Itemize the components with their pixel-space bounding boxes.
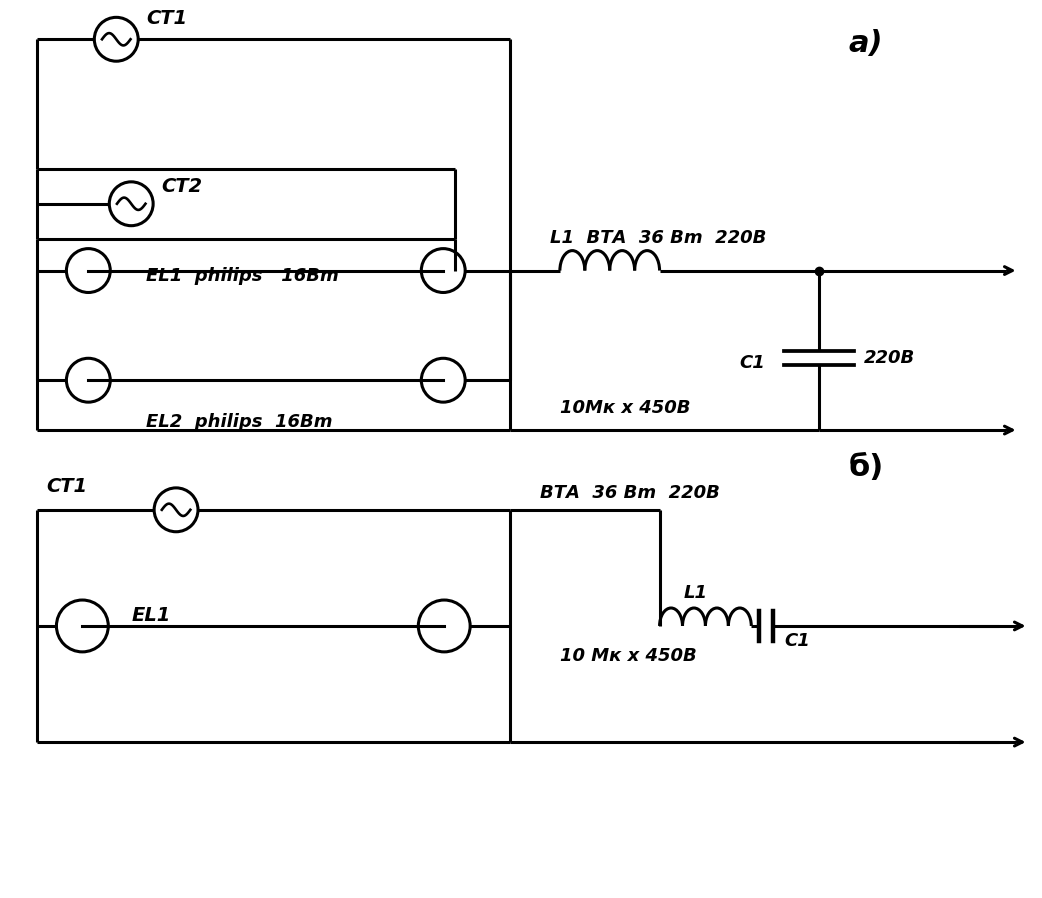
Text: б): б) — [849, 453, 885, 482]
Text: 10Мк х 450В: 10Мк х 450В — [560, 399, 691, 417]
Text: EL2  philips  16Вm: EL2 philips 16Вm — [146, 413, 332, 431]
Text: 10 Мк х 450В: 10 Мк х 450В — [560, 647, 697, 665]
Text: а): а) — [849, 30, 884, 58]
Text: EL1: EL1 — [131, 606, 171, 626]
Text: C1: C1 — [740, 355, 765, 373]
Text: CT1: CT1 — [146, 9, 188, 29]
Text: L1  ВТА  36 Вm  220В: L1 ВТА 36 Вm 220В — [550, 229, 766, 247]
Text: CT1: CT1 — [47, 477, 88, 496]
Text: L1: L1 — [684, 584, 708, 602]
Text: CT2: CT2 — [162, 177, 202, 196]
Text: ВТА  36 Вm  220В: ВТА 36 Вm 220В — [540, 484, 720, 502]
Text: 220В: 220В — [864, 349, 915, 367]
Text: C1: C1 — [785, 632, 810, 650]
Text: EL1  philips   16Вm: EL1 philips 16Вm — [146, 267, 339, 285]
